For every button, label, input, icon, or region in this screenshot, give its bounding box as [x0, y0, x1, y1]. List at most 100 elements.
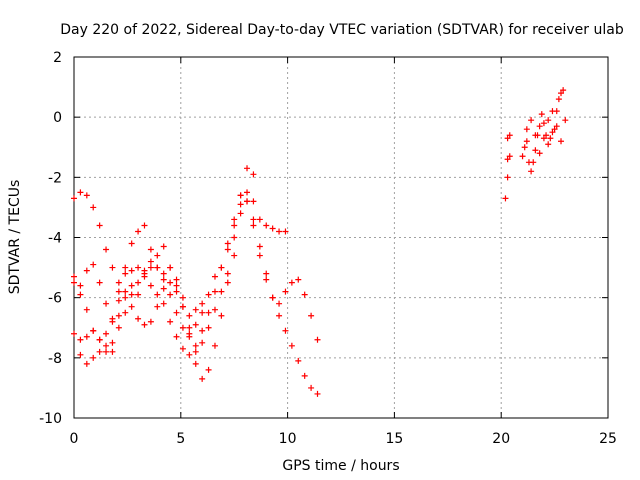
y-tick-label: -2: [48, 170, 62, 186]
x-tick-label: 10: [279, 431, 297, 447]
x-tick-label: 25: [599, 431, 617, 447]
data-point-trace-4: [128, 291, 135, 298]
data-point-trace-4: [308, 312, 315, 319]
data-point-trace-5: [314, 390, 321, 397]
data-point-trace-4: [211, 273, 218, 280]
data-point-trace-4: [77, 291, 84, 298]
data-point-trace-2: [186, 324, 193, 331]
data-point-trace-6: [519, 153, 526, 160]
data-point-trace-2: [147, 246, 154, 253]
data-point-trace-4: [122, 309, 129, 316]
data-point-trace-6: [521, 144, 528, 151]
data-point-trace-5: [288, 342, 295, 349]
data-point-trace-3: [147, 264, 154, 271]
data-point-trace-6: [528, 168, 535, 175]
data-point-trace-5: [256, 252, 263, 259]
data-point-trace-2: [141, 222, 148, 229]
data-point-trace-3: [135, 291, 142, 298]
data-point-trace-6: [540, 120, 547, 127]
data-point-trace-4: [71, 279, 77, 286]
data-point-trace-2: [244, 165, 251, 172]
data-point-trace-5: [83, 333, 90, 340]
data-point-trace-4: [288, 279, 295, 286]
data-point-trace-1: [77, 189, 84, 196]
data-point-trace-4: [314, 336, 321, 343]
data-point-trace-3: [199, 375, 206, 382]
data-point-trace-1: [199, 300, 206, 307]
data-point-trace-2: [115, 297, 122, 304]
data-point-trace-6: [504, 156, 511, 163]
data-point-trace-1: [192, 306, 199, 313]
data-point-trace-6: [530, 159, 537, 166]
data-point-trace-5: [115, 312, 122, 319]
data-point-trace-3: [173, 282, 180, 289]
grid: [74, 57, 608, 418]
data-point-trace-1: [135, 315, 142, 322]
data-point-trace-4: [250, 216, 257, 223]
data-point-trace-4: [115, 324, 122, 331]
data-point-trace-6: [504, 174, 511, 181]
data-point-trace-6: [538, 111, 545, 118]
data-point-trace-5: [160, 300, 167, 307]
data-point-trace-6: [504, 135, 511, 142]
y-tick-label: 0: [53, 110, 62, 126]
data-point-trace-3: [276, 228, 283, 235]
data-point-trace-3: [192, 360, 199, 367]
data-point-trace-1: [141, 321, 148, 328]
data-point-trace-3: [160, 243, 167, 250]
data-point-trace-6: [560, 87, 567, 94]
data-point-trace-3: [83, 360, 90, 367]
data-point-trace-4: [147, 258, 154, 265]
data-point-trace-6: [551, 126, 558, 133]
data-point-trace-5: [205, 309, 212, 316]
data-point-trace-3: [167, 264, 174, 271]
data-point-trace-5: [96, 336, 103, 343]
data-point-trace-5: [282, 327, 289, 334]
data-point-trace-5: [154, 291, 161, 298]
data-point-trace-4: [186, 333, 193, 340]
data-point-trace-3: [237, 210, 244, 217]
data-point-trace-7: [528, 117, 535, 124]
data-point-trace-7: [562, 117, 569, 124]
data-point-trace-5: [211, 288, 218, 295]
data-point-trace-4: [135, 279, 142, 286]
data-point-trace-5: [269, 294, 276, 301]
data-point-trace-6: [549, 129, 556, 136]
data-point-trace-1: [147, 318, 154, 325]
data-point-trace-3: [263, 222, 270, 229]
data-point-trace-5: [90, 327, 97, 334]
x-tick-label: 0: [70, 431, 79, 447]
data-point-trace-1: [90, 204, 97, 211]
data-point-trace-5: [199, 327, 206, 334]
data-point-trace-4: [256, 243, 263, 250]
data-point-trace-4: [179, 324, 186, 331]
data-point-trace-5: [103, 348, 110, 355]
data-point-trace-3: [77, 351, 84, 358]
data-point-trace-3: [115, 288, 122, 295]
data-point-trace-5: [77, 336, 84, 343]
data-point-trace-3: [205, 366, 212, 373]
data-point-trace-6: [532, 147, 539, 154]
data-point-trace-5: [308, 384, 315, 391]
data-point-trace-6: [547, 135, 554, 142]
data-point-trace-1: [96, 222, 103, 229]
data-point-trace-2: [90, 261, 97, 268]
data-point-trace-7: [545, 117, 552, 124]
data-point-trace-1: [122, 294, 129, 301]
chart-title: Day 220 of 2022, Sidereal Day-to-day VTE…: [60, 22, 624, 38]
data-point-trace-6: [545, 141, 552, 148]
data-point-trace-2: [135, 228, 142, 235]
data-point-trace-4: [154, 264, 161, 271]
data-point-trace-3: [211, 342, 218, 349]
x-axis-label: GPS time / hours: [282, 458, 399, 474]
data-point-trace-2: [231, 234, 238, 241]
data-point-trace-4: [83, 306, 90, 313]
data-point-trace-5: [218, 264, 225, 271]
data-point-trace-6: [506, 153, 513, 160]
data-point-trace-6: [543, 132, 550, 139]
y-tick-label: -6: [48, 291, 62, 307]
data-point-trace-4: [109, 348, 116, 355]
data-point-trace-2: [199, 339, 206, 346]
data-point-trace-1: [128, 303, 135, 310]
data-point-trace-6: [506, 132, 513, 139]
